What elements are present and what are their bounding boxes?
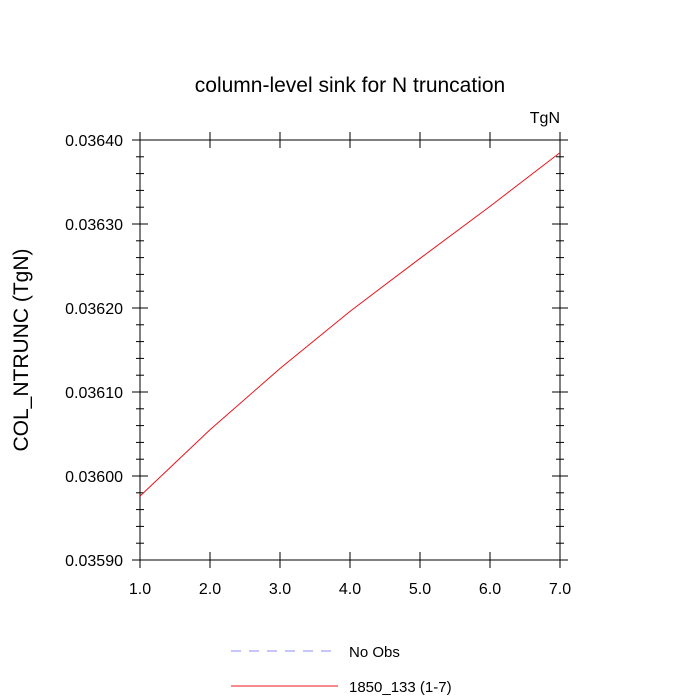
- x-tick-label: 3.0: [269, 581, 291, 598]
- legend-label: 1850_133 (1-7): [349, 679, 452, 696]
- axis-tick-labels: 1.0 2.0 3.0 4.0 5.0 6.0 7.0 0.03590 0.03600 0.036…: [65, 133, 571, 598]
- y-tick-label: 0.03600: [65, 469, 123, 486]
- series-layer: [139, 152, 561, 497]
- units-label: TgN: [530, 110, 560, 127]
- chart-title: column-level sink for N truncation: [195, 74, 505, 97]
- x-tick-label: 1.0: [129, 581, 151, 598]
- axis-ticks: [132, 132, 568, 568]
- x-tick-label: 2.0: [199, 581, 221, 598]
- x-tick-label: 5.0: [409, 581, 431, 598]
- legend: No Obs 1850_133 (1-7): [231, 644, 452, 696]
- legend-label: No Obs: [349, 644, 400, 661]
- x-tick-label: 7.0: [549, 581, 571, 598]
- y-axis-label: COL_NTRUNC (TgN): [10, 248, 33, 451]
- x-tick-label: 4.0: [339, 581, 361, 598]
- y-tick-label: 0.03630: [65, 217, 123, 234]
- y-tick-label: 0.03610: [65, 385, 123, 402]
- plot-frame: [139, 139, 561, 561]
- y-tick-label: 0.03620: [65, 301, 123, 318]
- y-tick-label: 0.03590: [65, 553, 123, 570]
- y-tick-label: 0.03640: [65, 133, 123, 150]
- series-line: [139, 152, 561, 497]
- x-tick-label: 6.0: [479, 581, 501, 598]
